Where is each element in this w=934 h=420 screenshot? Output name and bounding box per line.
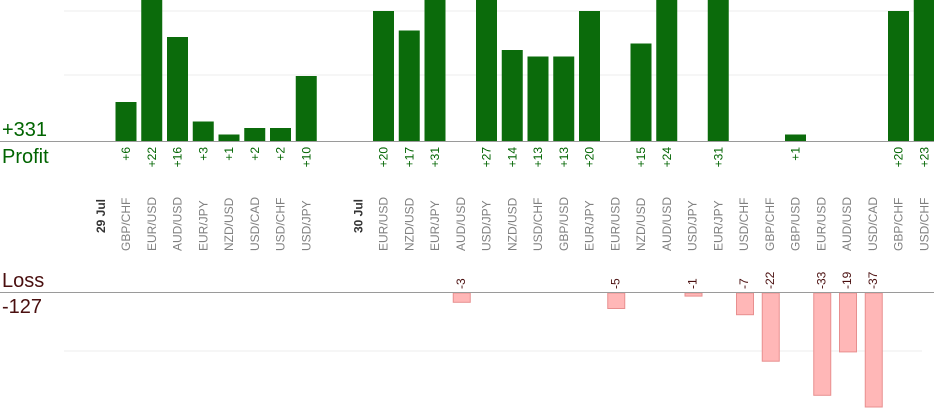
date-label: 30 Jul [352, 199, 366, 233]
profit-bar [913, 0, 934, 141]
profit-bar [141, 0, 163, 141]
profit-bar [115, 102, 137, 141]
date-label: 29 Jul [94, 199, 108, 233]
loss-label: Loss [2, 270, 44, 292]
profit-value-label: +13 [557, 147, 571, 168]
profit-value-label: +1 [789, 147, 803, 161]
profit-bar [656, 0, 678, 141]
pair-label: USD/CHF [737, 198, 751, 251]
pair-label: EUR/JPY [428, 200, 442, 251]
profit-value-label: +20 [377, 147, 391, 168]
profit-value-label: +20 [583, 147, 597, 168]
pair-label: USD/CAD [248, 197, 262, 251]
profit-value-label: +23 [917, 147, 931, 168]
profit-bar [398, 30, 420, 141]
profit-value-label: +14 [505, 147, 519, 168]
profit-bar [218, 134, 240, 141]
profit-value-label: +1 [222, 147, 236, 161]
pair-label: EUR/USD [145, 197, 159, 251]
profit-bar [424, 0, 446, 141]
pair-label: USD/JPY [686, 200, 700, 251]
profit-value-label: +10 [299, 147, 313, 168]
profit-value-label: +13 [531, 147, 545, 168]
pair-label: USD/JPY [480, 200, 494, 251]
loss-value-label: -37 [866, 271, 880, 289]
profit-value-label: +31 [711, 147, 725, 168]
loss-value-label: -5 [608, 278, 622, 289]
profit-value-label: +22 [145, 147, 159, 168]
profit-value-label: +20 [892, 147, 906, 168]
bars-layer [115, 0, 934, 408]
profit-value-label: +2 [274, 147, 288, 161]
loss-bar [607, 292, 626, 309]
profit-value-label: +15 [634, 147, 648, 168]
profit-bar [888, 11, 909, 141]
profit-bar [373, 11, 394, 141]
profit-bar [553, 56, 575, 141]
loss-bar [684, 292, 703, 297]
pair-label: USD/CHF [274, 198, 288, 251]
loss-bar [761, 292, 780, 362]
profit-label: Profit [2, 146, 49, 168]
profit-value-label: +17 [402, 147, 416, 168]
pair-label: USD/CHF [917, 198, 931, 251]
pair-label: GBP/CHF [119, 198, 133, 251]
pair-label: GBP/USD [789, 197, 803, 251]
loss-value-label: -3 [454, 278, 468, 289]
profit-value-label: +27 [480, 147, 494, 168]
pair-label: GBP/CHF [892, 198, 906, 251]
loss-value-label: -1 [686, 278, 700, 289]
pair-label: NZD/USD [222, 197, 236, 251]
profit-bar [527, 56, 549, 141]
pair-label: AUD/USD [660, 197, 674, 251]
pair-label: USD/CAD [866, 197, 880, 251]
pair-label: EUR/USD [608, 197, 622, 251]
pair-label: AUD/USD [171, 197, 185, 251]
profit-value-label: +31 [428, 147, 442, 168]
loss-bar [839, 292, 857, 353]
profit-total: +331 [2, 119, 47, 141]
profit-bar [295, 76, 317, 141]
pair-label: NZD/USD [505, 197, 519, 251]
profit-value-label: +6 [119, 147, 133, 161]
pair-label: AUD/USD [454, 197, 468, 251]
pair-label: EUR/JPY [711, 200, 725, 251]
pair-label: USD/JPY [299, 200, 313, 251]
profit-value-label: +3 [196, 147, 210, 161]
pair-label: EUR/JPY [196, 200, 210, 251]
pair-label: USD/CHF [531, 198, 545, 251]
profit-bar [192, 121, 214, 141]
loss-value-label: -19 [840, 271, 854, 289]
profit-value-label: +2 [248, 147, 262, 161]
loss-value-label: -33 [814, 271, 828, 289]
pair-label: EUR/USD [814, 197, 828, 251]
pair-label: GBP/CHF [763, 198, 777, 251]
labels-layer: 29 Jul GBP/CHF +6 EUR/USD +22 AUD/USD +16 EUR/J… [94, 147, 931, 289]
pair-label: EUR/JPY [583, 200, 597, 251]
pair-label: EUR/USD [377, 197, 391, 251]
loss-bar [736, 292, 754, 316]
loss-bar [813, 292, 832, 396]
profit-bar [785, 134, 806, 141]
loss-bar [452, 292, 471, 303]
pair-label: NZD/USD [634, 197, 648, 251]
loss-bar [864, 292, 883, 408]
profit-bar [244, 128, 266, 141]
pair-label: AUD/USD [840, 197, 854, 251]
profit-value-label: +24 [660, 147, 674, 168]
profit-bar [501, 50, 523, 141]
pair-label: GBP/USD [557, 197, 571, 251]
profit-bar [270, 128, 291, 141]
loss-value-label: -22 [763, 271, 777, 289]
profit-bar [167, 37, 188, 141]
loss-value-label: -7 [737, 278, 751, 289]
loss-total: -127 [2, 296, 42, 318]
profit-bar [707, 0, 729, 141]
profit-value-label: +16 [171, 147, 185, 168]
profit-bar [579, 11, 600, 141]
pair-label: NZD/USD [402, 197, 416, 251]
profit-bar [630, 43, 652, 141]
profit-bar [476, 0, 497, 141]
